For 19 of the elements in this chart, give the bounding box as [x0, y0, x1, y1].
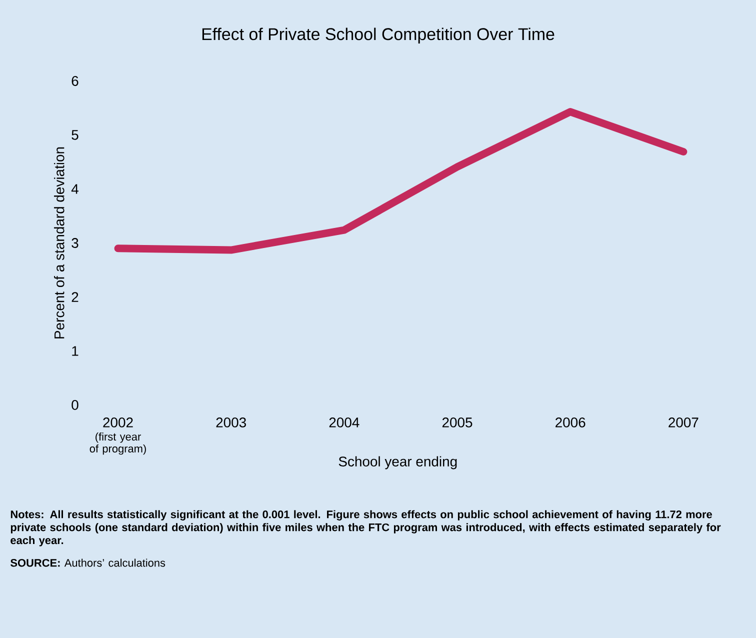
text: (first year of program)	[90, 432, 146, 455]
text: Notes: All results statistically significant at the 0.001 level. Figure shows effects on public school achievement of having 11.72 more private schools (one standard deviation) within five miles when the FTC program was introduced, with effects estimated separately for each year.	[10, 510, 721, 546]
y-axis-title: Percent of a standard deviation	[54, 147, 64, 338]
x-tick-label: 2002	[103, 418, 133, 428]
x-tick-label: 2005	[442, 418, 472, 428]
y-tick-label: 5	[72, 130, 78, 140]
text: SOURCE: Authors’ calculations	[10, 558, 166, 567]
y-tick-label: 6	[72, 76, 78, 86]
y-tick-label: 1	[72, 346, 78, 356]
chart-title: Effect of Private School Competition Over Time	[202, 28, 554, 44]
x-axis-title: School year ending	[338, 456, 457, 470]
y-tick-label: 0	[72, 400, 78, 410]
x-tick-label: 2003	[216, 418, 246, 428]
y-tick-label: 2	[72, 292, 78, 302]
y-tick-label: 3	[72, 238, 78, 248]
y-tick-label: 4	[71, 184, 78, 194]
x-tick-label: 2006	[556, 418, 586, 428]
x-tick-label: 2004	[329, 418, 360, 428]
x-tick-label: 2007	[668, 418, 698, 428]
